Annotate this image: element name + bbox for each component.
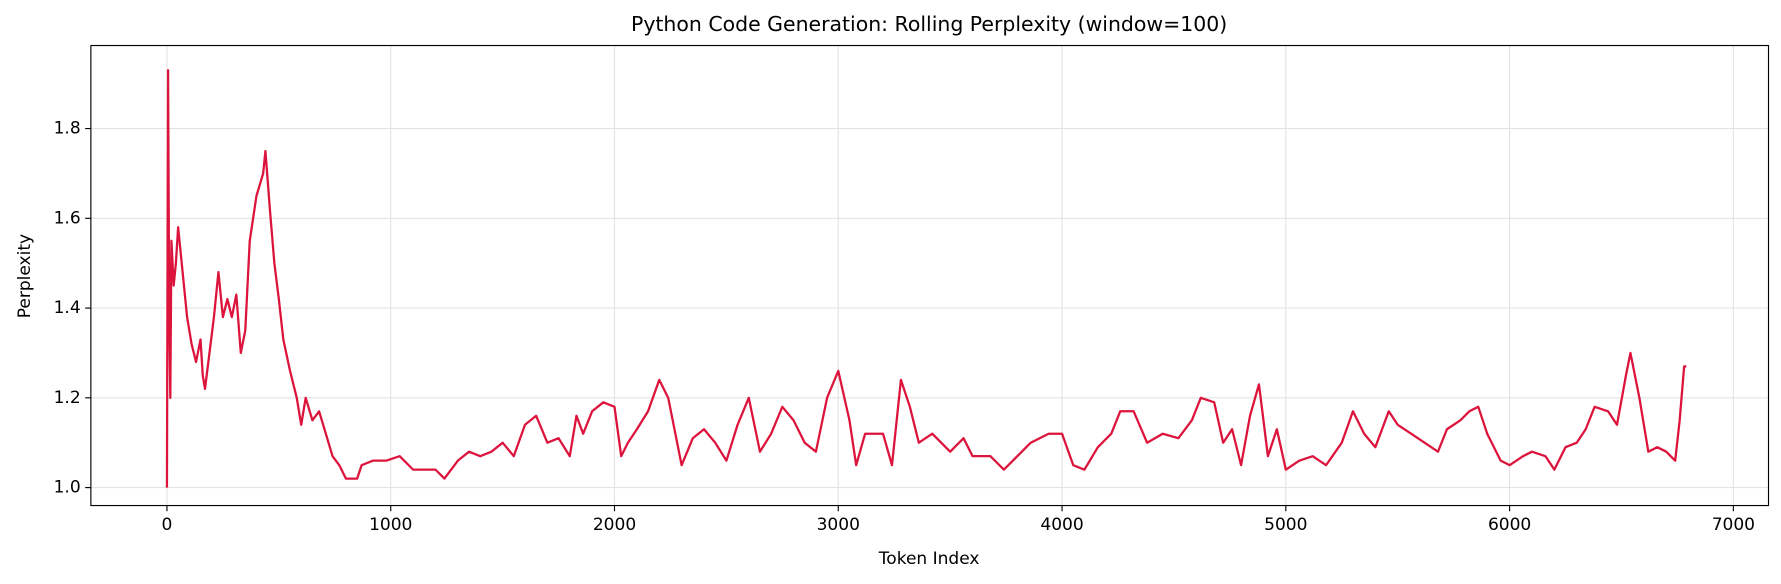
plot-frame [90, 44, 1770, 507]
y-tick-label: 1.8 [54, 119, 81, 139]
y-tick-label: 1.4 [54, 298, 81, 318]
y-tick-label: 1.6 [54, 208, 81, 228]
y-axis-label: Perplexity [15, 234, 35, 318]
chart-title: Python Code Generation: Rolling Perplexi… [631, 12, 1227, 36]
x-tick-label: 2000 [593, 515, 636, 535]
x-tick-label: 1000 [369, 515, 412, 535]
x-tick-label: 4000 [1040, 515, 1083, 535]
y-tick-label: 1.2 [54, 388, 81, 408]
line [165, 69, 1687, 488]
x-tick-label: 3000 [817, 515, 860, 535]
y-tick-label: 1.0 [54, 478, 81, 498]
x-tick-label: 0 [162, 515, 173, 535]
x-axis-label: Token Index [878, 549, 980, 569]
x-tick-label: 5000 [1264, 515, 1307, 535]
x-tick-label: 7000 [1712, 515, 1755, 535]
x-tick-label: 6000 [1488, 515, 1531, 535]
